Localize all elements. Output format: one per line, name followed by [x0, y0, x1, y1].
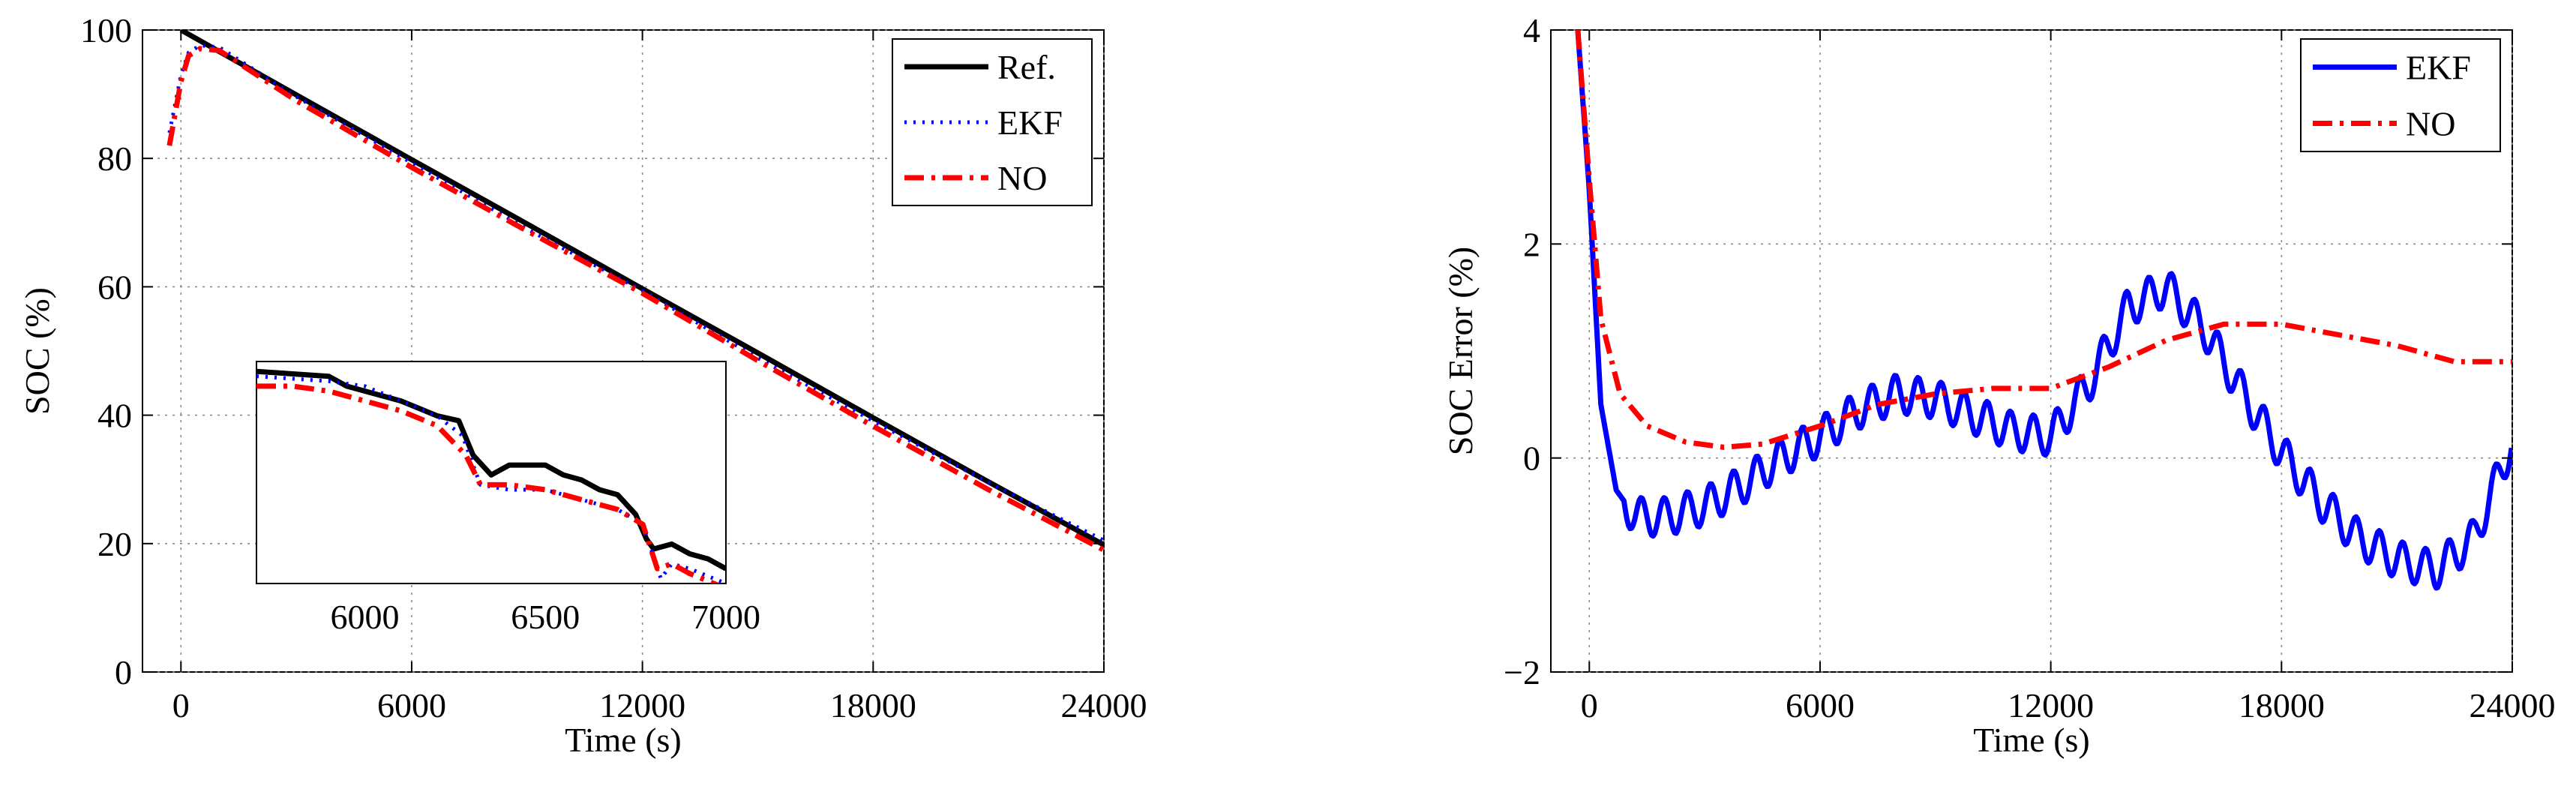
series-line-ekf [1575, 30, 2512, 591]
legend-label: EKF [997, 104, 1063, 142]
soc-error-y-axis-label: SOC Error (%) [1441, 247, 1480, 456]
x-tick-label: 6000 [1786, 686, 1855, 724]
soc-error-series [1575, 30, 2512, 591]
y-tick-label: 0 [1523, 440, 1540, 478]
inset-series-line-no [256, 383, 721, 584]
legend-box [2300, 38, 2501, 152]
y-tick-label: 4 [1523, 11, 1540, 50]
soc-inset: 6000 6500 7000 [256, 361, 760, 636]
x-tick-label: 0 [172, 686, 190, 724]
soc-x-axis-label: Time (s) [565, 721, 682, 759]
x-tick-label: 18000 [830, 686, 916, 724]
x-tick-label: 24000 [2470, 686, 2556, 724]
x-tick-label: 18000 [2239, 686, 2325, 724]
inset-x-tick-label: 7000 [691, 598, 760, 636]
soc-error-x-axis-label: Time (s) [1973, 721, 2090, 759]
y-tick-label: 60 [97, 268, 132, 306]
y-tick-label: 100 [80, 11, 132, 50]
legend-label: NO [997, 159, 1047, 197]
x-tick-label: 24000 [1061, 686, 1147, 724]
legend-label: EKF [2406, 49, 2471, 87]
soc-chart: 0 6000 12000 18000 24000 0 20 40 60 80 100 6000 650… [18, 11, 1147, 759]
y-tick-label: −2 [1504, 653, 1540, 692]
soc-legend: Ref. EKF NO [892, 38, 1093, 206]
soc-ticks: 0 6000 12000 18000 24000 0 20 40 60 80 100 [80, 11, 1147, 724]
y-tick-label: 20 [97, 525, 132, 563]
soc-error-ticks: 0 6000 12000 18000 24000 −2 0 2 4 [1504, 11, 2555, 724]
x-tick-label: 12000 [599, 686, 685, 724]
inset-x-tick-label: 6500 [511, 598, 580, 636]
x-tick-label: 12000 [2008, 686, 2094, 724]
soc-y-axis-label: SOC (%) [18, 287, 56, 415]
soc-error-grid [1551, 29, 2513, 673]
legend-label: Ref. [997, 48, 1056, 86]
legend-label: NO [2406, 105, 2455, 143]
inset-x-tick-label: 6000 [330, 598, 399, 636]
y-tick-label: 2 [1523, 225, 1540, 263]
soc-series [166, 30, 1104, 553]
y-tick-label: 0 [115, 653, 132, 692]
soc-error-chart: 0 6000 12000 18000 24000 −2 0 2 4 EKF NO Time (s)… [1441, 11, 2556, 759]
y-tick-label: 80 [97, 140, 132, 178]
x-tick-label: 6000 [377, 686, 446, 724]
x-tick-label: 0 [1581, 686, 1598, 724]
inset-series-line-ref [256, 368, 726, 572]
series-line-no [166, 46, 1104, 553]
soc-error-legend: EKF NO [2300, 38, 2501, 152]
series-line-ekf [167, 44, 1104, 542]
y-tick-label: 40 [97, 397, 132, 435]
